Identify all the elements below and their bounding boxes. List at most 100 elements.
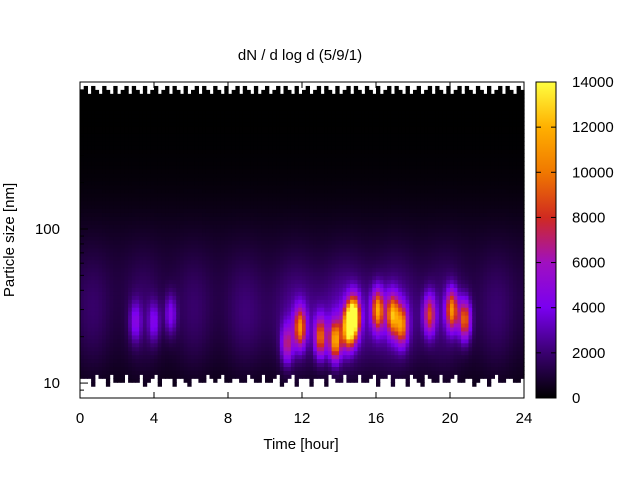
heatmap-cell	[172, 109, 177, 115]
heatmap-cell	[83, 192, 88, 198]
heatmap-cell	[224, 145, 229, 150]
heatmap-cell	[87, 200, 92, 206]
heatmap-cell	[213, 374, 218, 379]
heatmap-cell	[265, 247, 270, 253]
heatmap-cell	[117, 283, 122, 288]
heatmap-cell	[220, 157, 225, 162]
heatmap-cell	[305, 303, 310, 308]
heatmap-cell	[150, 322, 155, 328]
heatmap-cell	[239, 307, 244, 312]
heatmap-cell	[216, 137, 222, 142]
heatmap-cell	[220, 188, 225, 194]
heatmap-cell	[131, 315, 137, 320]
heatmap-cell	[91, 326, 96, 332]
heatmap-cell	[87, 180, 92, 186]
heatmap-cell	[250, 307, 255, 312]
heatmap-cell	[198, 267, 203, 273]
heatmap-cell	[239, 362, 244, 367]
heatmap-cell	[216, 164, 222, 170]
heatmap-cell	[239, 125, 244, 130]
heatmap-cell	[272, 113, 277, 119]
heatmap-cell	[272, 362, 277, 367]
heatmap-cell	[253, 133, 259, 138]
heatmap-cell	[113, 172, 118, 178]
heatmap-cell	[257, 350, 262, 356]
heatmap-cell	[202, 212, 207, 217]
heatmap-cell	[235, 326, 240, 332]
heatmap-cell	[235, 168, 240, 174]
heatmap-cell	[276, 93, 281, 99]
heatmap-cell	[220, 295, 225, 300]
heatmap-cell	[250, 117, 255, 123]
heatmap-cell	[150, 259, 155, 265]
heatmap-cell	[309, 196, 314, 202]
heatmap-cell	[298, 109, 303, 115]
heatmap-cell	[187, 311, 192, 316]
heatmap-cell	[209, 97, 214, 103]
heatmap-cell	[327, 366, 333, 371]
heatmap-cell	[150, 342, 155, 348]
heatmap-cell	[142, 129, 148, 134]
heatmap-cell	[246, 311, 251, 316]
heatmap-cell	[242, 101, 248, 107]
heatmap-cell	[242, 208, 248, 213]
heatmap-cell	[109, 366, 114, 371]
heatmap-cell	[202, 161, 207, 166]
heatmap-cell	[246, 346, 251, 352]
heatmap-cell	[316, 263, 322, 269]
heatmap-cell	[316, 362, 322, 367]
heatmap-cell	[87, 192, 92, 198]
heatmap-cell	[176, 228, 181, 233]
heatmap-cell	[242, 117, 248, 123]
heatmap-cell	[246, 113, 251, 119]
heatmap-cell	[150, 315, 155, 320]
heatmap-cell	[194, 243, 199, 249]
heatmap-cell	[194, 358, 199, 364]
heatmap-cell	[128, 307, 133, 312]
heatmap-cell	[120, 129, 125, 134]
heatmap-cell	[290, 93, 296, 99]
heatmap-cell	[120, 149, 125, 154]
heatmap-cell	[327, 89, 333, 95]
heatmap-cell	[290, 263, 296, 269]
heatmap-cell	[146, 247, 151, 253]
heatmap-cell	[102, 311, 107, 316]
heatmap-cell	[98, 180, 103, 186]
heatmap-cell	[150, 184, 155, 190]
heatmap-cell	[272, 303, 277, 308]
heatmap-cell	[279, 105, 285, 111]
heatmap-cell	[150, 176, 155, 182]
heatmap-cell	[324, 161, 329, 166]
heatmap-cell	[235, 224, 240, 229]
heatmap-cell	[91, 267, 96, 273]
heatmap-cell	[105, 362, 111, 367]
heatmap-cell	[316, 157, 322, 162]
heatmap-cell	[242, 291, 248, 296]
heatmap-cell	[109, 354, 114, 360]
heatmap-cell	[253, 105, 259, 111]
heatmap-cell	[117, 109, 122, 115]
heatmap-cell	[228, 141, 233, 146]
heatmap-cell	[128, 303, 133, 308]
heatmap-cell	[146, 101, 151, 107]
heatmap-cell	[253, 129, 259, 134]
heatmap-cell	[265, 311, 270, 316]
heatmap-cell	[139, 212, 144, 217]
heatmap-cell	[168, 271, 174, 277]
heatmap-cell	[191, 374, 196, 379]
heatmap-cell	[191, 121, 196, 127]
heatmap-cell	[150, 109, 155, 115]
heatmap-cell	[305, 247, 310, 253]
heatmap-cell	[313, 263, 318, 269]
heatmap-cell	[109, 172, 114, 178]
heatmap-cell	[250, 330, 255, 336]
heatmap-cell	[91, 101, 96, 107]
heatmap-cell	[257, 279, 262, 285]
heatmap-cell	[157, 204, 162, 209]
heatmap-cell	[80, 208, 85, 213]
heatmap-cell	[191, 208, 196, 213]
heatmap-cell	[139, 105, 144, 111]
heatmap-cell	[117, 180, 122, 186]
heatmap-cell	[139, 224, 144, 229]
heatmap-cell	[131, 121, 137, 127]
